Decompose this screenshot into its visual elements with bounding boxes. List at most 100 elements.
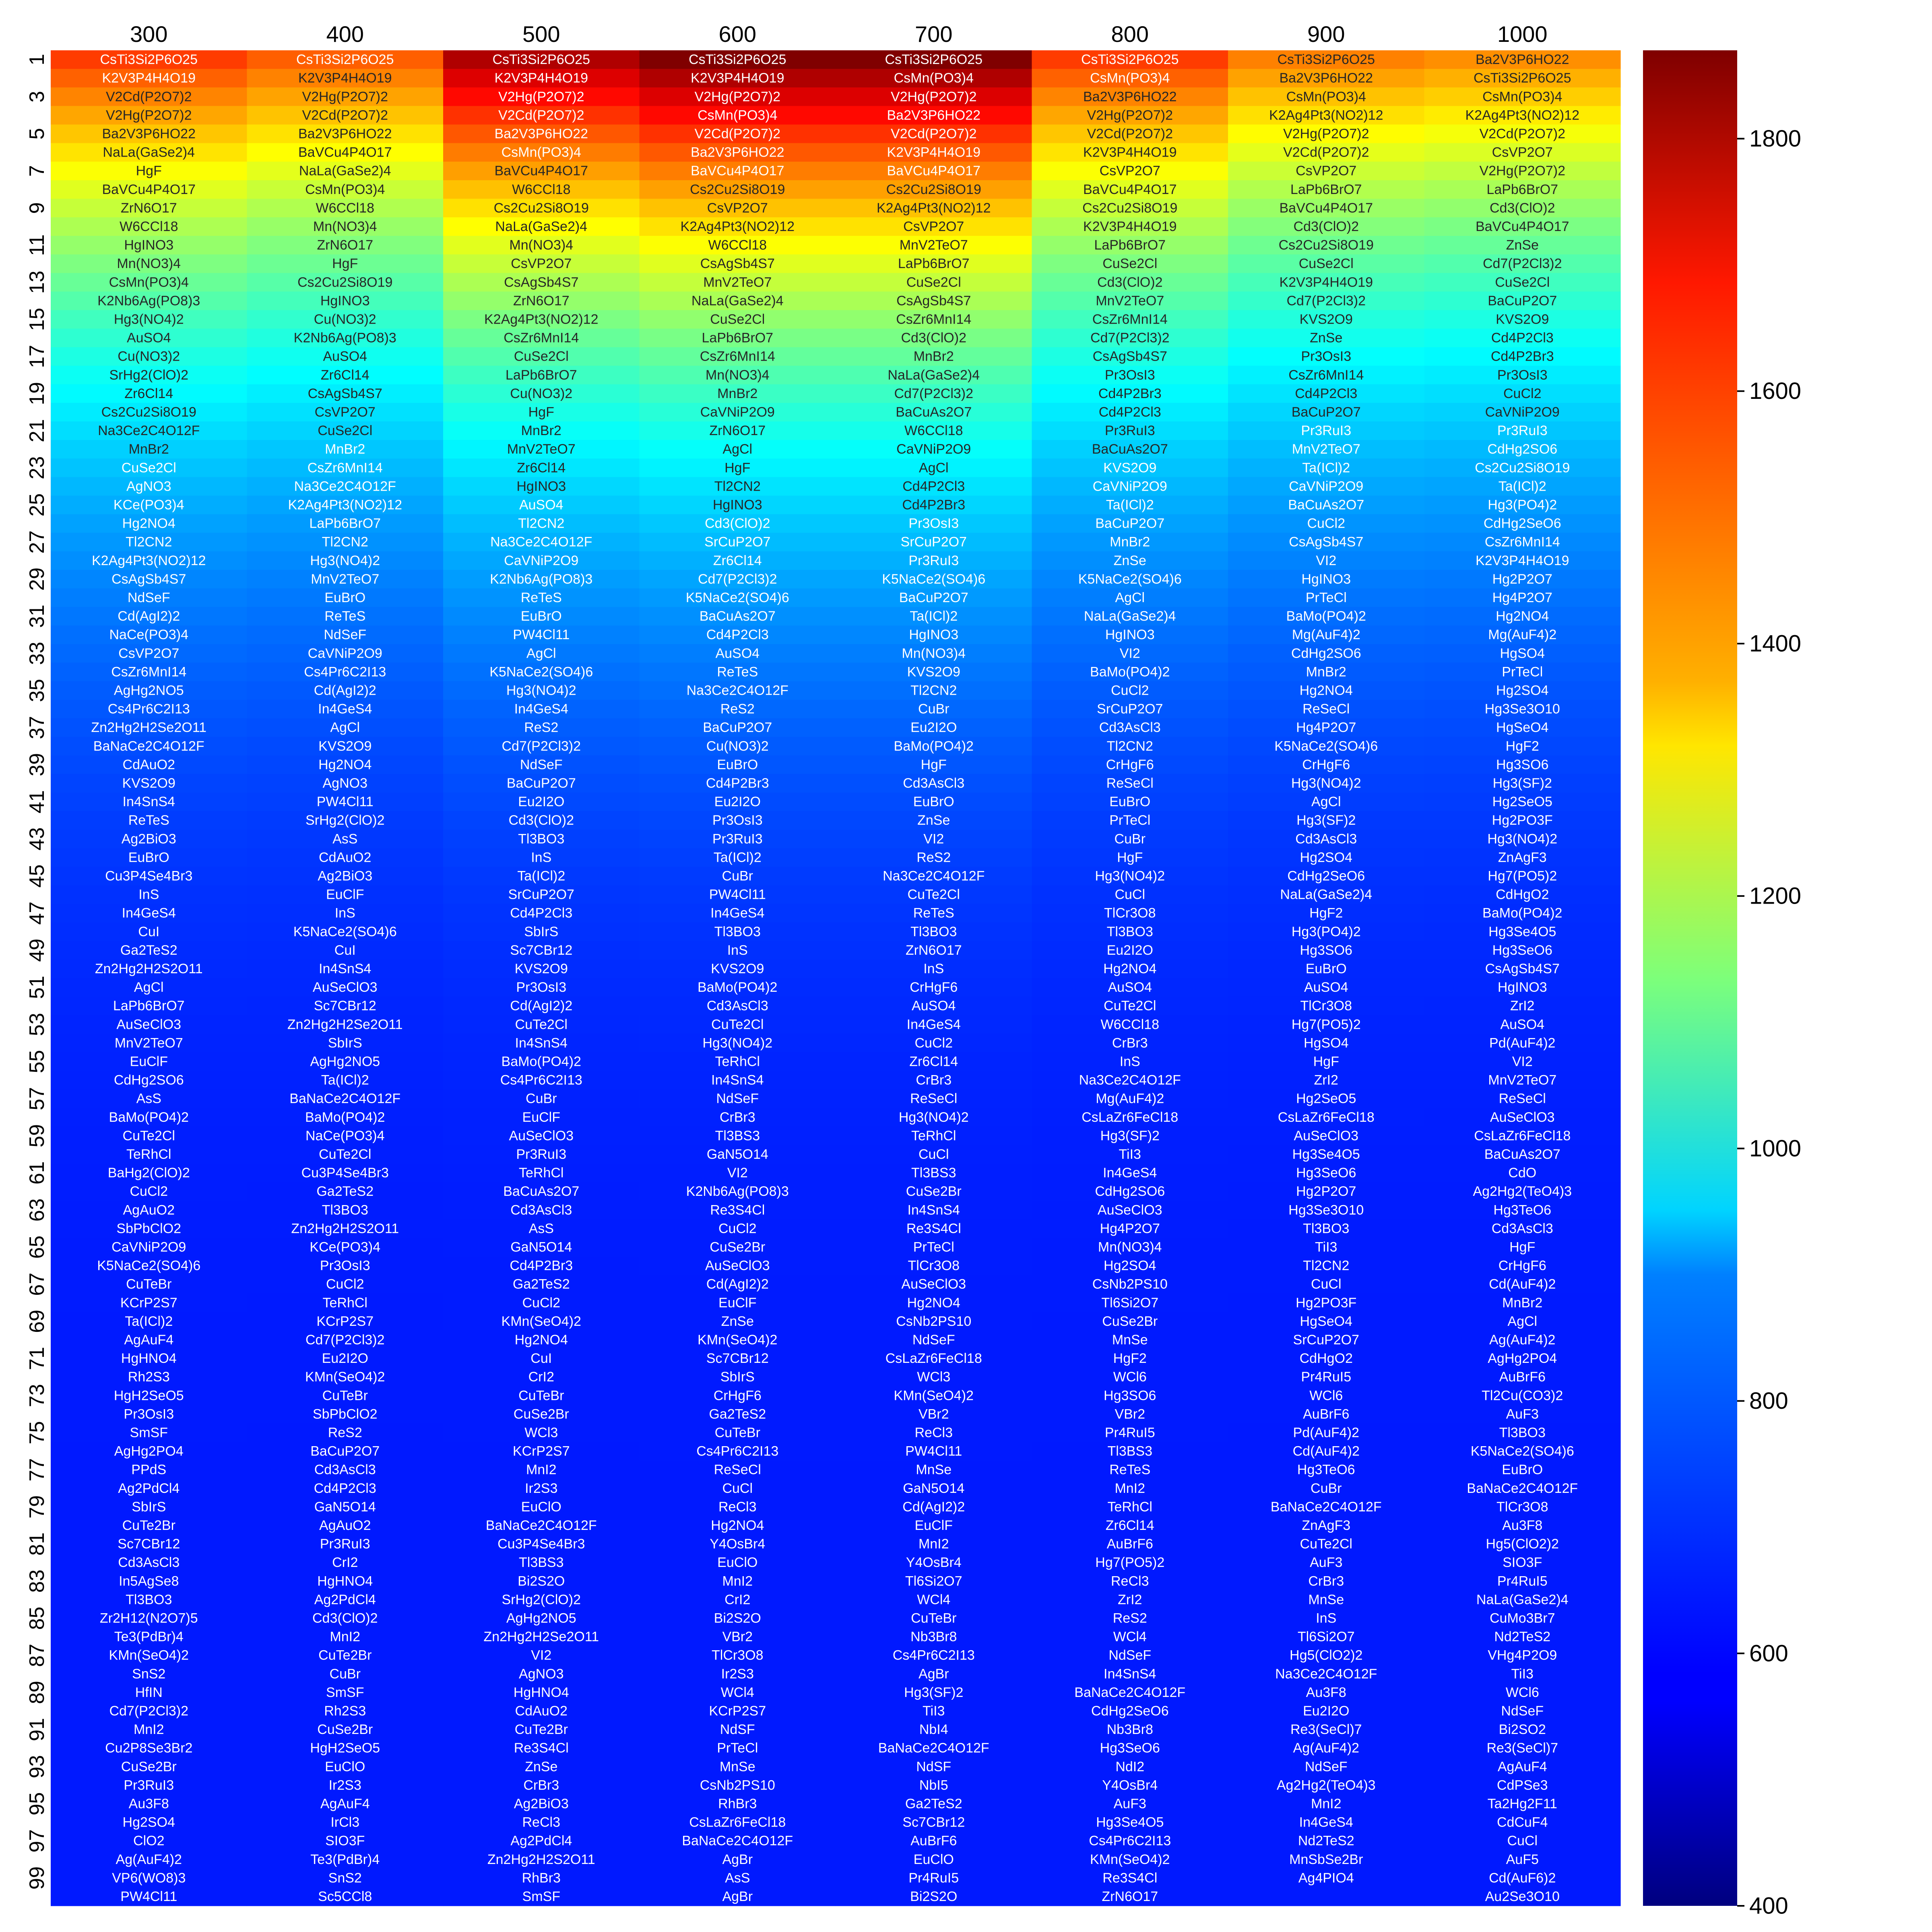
heatmap-cell-label: Nb3Br8 <box>1107 1722 1153 1737</box>
heatmap-cell-label: Hg2PO3F <box>1296 1295 1356 1311</box>
heatmap-cell <box>247 811 444 830</box>
heatmap-cell <box>443 1368 640 1387</box>
heatmap-cell <box>1032 440 1228 459</box>
heatmap-cell <box>443 1442 640 1461</box>
heatmap-cell-label: Cd7(P2Cl3)2 <box>1090 330 1170 346</box>
heatmap-cell-label: CuTe2Cl <box>711 1017 764 1032</box>
heatmap-cell-label: EuBrO <box>128 850 169 865</box>
heatmap-cell-label: CuSe2Cl <box>1495 275 1550 290</box>
heatmap-cell-label: LaPb6BrO7 <box>898 256 970 271</box>
heatmap-cell-label: WCl6 <box>1506 1685 1539 1700</box>
heatmap-cell-label: CsMn(PO3)4 <box>1090 70 1170 86</box>
heatmap-cell-label: ReSeCl <box>1106 776 1154 791</box>
heatmap-cell <box>1424 978 1621 997</box>
heatmap-cell-label: Mg(AuF4)2 <box>1096 1091 1164 1106</box>
heatmap-cell <box>51 1813 248 1832</box>
heatmap-cell <box>443 533 640 552</box>
heatmap-cell-label: Mn(NO3)4 <box>117 256 181 271</box>
heatmap-cell-label: TeRhCl <box>519 1165 564 1181</box>
heatmap-cell-label: CuCl <box>1115 887 1145 902</box>
heatmap-cell-label: HgINO3 <box>1105 627 1155 642</box>
heatmap-cell-label: Te3(PdBr)4 <box>114 1629 184 1645</box>
heatmap-cell <box>443 198 640 218</box>
heatmap-cell <box>1032 1813 1228 1832</box>
heatmap-cell <box>1228 551 1425 570</box>
heatmap-cell-label: Mg(AuF4)2 <box>1292 627 1360 642</box>
column-tick-label: 700 <box>915 21 952 47</box>
heatmap-cell-label: Nd2TeS2 <box>1298 1833 1354 1849</box>
heatmap-cell <box>51 1089 248 1108</box>
heatmap-cell <box>51 1368 248 1387</box>
heatmap-cell <box>1228 1590 1425 1609</box>
heatmap-cell <box>51 588 248 607</box>
heatmap-cell-label: CuSe2Cl <box>906 275 961 290</box>
heatmap-cell-label: Pd(AuF4)2 <box>1293 1425 1359 1440</box>
heatmap-cell <box>1032 1275 1228 1294</box>
heatmap-cell <box>247 384 444 403</box>
heatmap-cell-label: CuTeBr <box>322 1388 368 1403</box>
heatmap-cell <box>836 978 1032 997</box>
heatmap-cell-label: AgAuF4 <box>320 1796 370 1811</box>
heatmap-cell-label: Ga2TeS2 <box>120 943 178 958</box>
heatmap-cell <box>836 885 1032 904</box>
heatmap-cell <box>836 384 1032 403</box>
heatmap-cell <box>51 811 248 830</box>
heatmap-cell-label: Hg3(NO4)2 <box>1095 868 1165 883</box>
heatmap-cell-label: NdSF <box>916 1759 951 1774</box>
heatmap-cell-label: Cd(AuF6)2 <box>1489 1870 1556 1886</box>
heatmap-cell <box>639 1572 836 1591</box>
heatmap-cell <box>443 1052 640 1071</box>
heatmap-cell <box>836 1330 1032 1350</box>
heatmap-cell <box>247 217 444 236</box>
heatmap-cell-label: Pr4RuI5 <box>1301 1369 1351 1385</box>
heatmap-cell <box>1032 106 1228 125</box>
heatmap-cell <box>247 514 444 533</box>
heatmap-cell <box>443 1609 640 1628</box>
heatmap-cell-label: Cd7(P2Cl3)2 <box>305 1332 385 1348</box>
heatmap-cell <box>1228 625 1425 644</box>
heatmap-cell-label: V2Hg(P2O7)2 <box>891 89 977 104</box>
heatmap-cell <box>1424 236 1621 255</box>
heatmap-cell <box>639 718 836 737</box>
heatmap-cell <box>443 1627 640 1647</box>
heatmap-cell <box>1032 718 1228 737</box>
heatmap-cell-label: AgCl <box>330 720 360 735</box>
heatmap-cell <box>836 1720 1032 1739</box>
heatmap-cell <box>247 1145 444 1164</box>
row-tick-label: 31 <box>25 605 49 628</box>
heatmap-cell-label: AuSeClO3 <box>901 1277 966 1292</box>
heatmap-cell <box>443 811 640 830</box>
heatmap-cell <box>1424 1776 1621 1795</box>
heatmap-cell-label: TeRhCl <box>715 1054 760 1069</box>
heatmap-cell <box>639 1089 836 1108</box>
row-tick-label: 29 <box>25 568 49 591</box>
heatmap-cell <box>836 1089 1032 1108</box>
heatmap-cell <box>1032 1368 1228 1387</box>
heatmap-cell <box>836 254 1032 273</box>
heatmap-cell <box>1424 50 1621 69</box>
heatmap-cell-label: CsLaZr6FeCl18 <box>1278 1110 1375 1125</box>
heatmap-cell-label: Hg3SO6 <box>1496 757 1548 772</box>
heatmap-cell <box>1032 1145 1228 1164</box>
heatmap-cell-label: VBr2 <box>722 1629 753 1645</box>
heatmap-cell-label: CuCl2 <box>326 1277 364 1292</box>
heatmap-cell <box>836 1701 1032 1721</box>
heatmap-cell-label: VI2 <box>1316 553 1336 568</box>
heatmap-cell-label: CsLaZr6FeCl18 <box>689 1815 786 1830</box>
heatmap-cell-label: Zn2Hg2H2Se2O11 <box>287 1017 403 1032</box>
heatmap-cell <box>443 1701 640 1721</box>
heatmap-cell <box>51 198 248 218</box>
heatmap-cell-label: Cd(AuF4)2 <box>1293 1444 1360 1459</box>
heatmap-cell-label: Hg5(ClO2)2 <box>1486 1536 1559 1552</box>
heatmap-cell-label: TiI3 <box>923 1703 945 1719</box>
heatmap-cell <box>51 1238 248 1257</box>
heatmap-cell-label: CsAgSb4S7 <box>896 293 971 308</box>
heatmap-cell-label: EuClF <box>522 1110 560 1125</box>
heatmap-cell <box>443 1145 640 1164</box>
heatmap-cell <box>247 607 444 626</box>
heatmap-cell-label: Ga2TeS2 <box>513 1277 570 1292</box>
heatmap-cell-label: CuBr <box>722 868 753 883</box>
heatmap-cell-label: CsLaZr6FeCl18 <box>1474 1128 1571 1144</box>
heatmap-cell <box>51 793 248 811</box>
heatmap-cell <box>1032 1201 1228 1220</box>
